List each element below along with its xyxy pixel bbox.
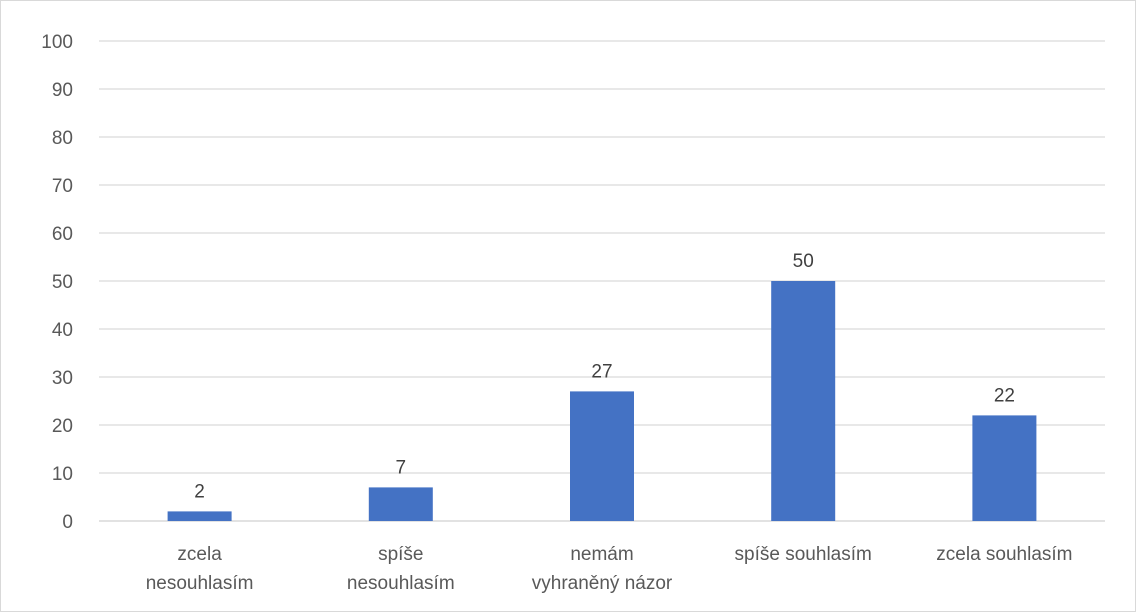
data-label: 50	[793, 251, 814, 272]
data-label: 2	[194, 481, 205, 502]
bar	[972, 415, 1037, 521]
data-label: 27	[591, 361, 612, 382]
y-tick-label: 0	[62, 512, 73, 533]
category-label: nesouhlasím	[146, 573, 254, 594]
bar	[368, 487, 433, 521]
bar	[570, 391, 634, 521]
y-tick-label: 90	[52, 80, 73, 101]
bar	[167, 511, 232, 521]
y-tick-label: 20	[52, 416, 73, 437]
category-label: vyhraněný názor	[532, 573, 673, 594]
y-axis-ticks: 0 10 20 30 40 50 60 70 80 90 100	[41, 32, 73, 533]
bar	[771, 281, 836, 521]
y-tick-label: 100	[41, 32, 73, 53]
y-tick-label: 60	[52, 224, 73, 245]
category-label: nemám	[570, 544, 633, 565]
y-tick-label: 70	[52, 176, 73, 197]
data-label: 22	[994, 385, 1015, 406]
category-label: spíše	[378, 544, 423, 565]
gridlines	[99, 40, 1105, 522]
y-tick-label: 50	[52, 272, 73, 293]
category-label: spíše souhlasím	[735, 544, 872, 565]
y-tick-label: 10	[52, 464, 73, 485]
category-label: nesouhlasím	[347, 573, 455, 594]
y-tick-label: 80	[52, 128, 73, 149]
category-label: zcela	[177, 544, 222, 565]
y-tick-label: 40	[52, 320, 73, 341]
data-label: 7	[396, 457, 407, 478]
category-label: zcela souhlasím	[936, 544, 1072, 565]
y-tick-label: 30	[52, 368, 73, 389]
x-axis-categories: zcela nesouhlasím spíše nesouhlasím nemám vyh…	[146, 544, 1073, 594]
bars	[167, 281, 1037, 521]
